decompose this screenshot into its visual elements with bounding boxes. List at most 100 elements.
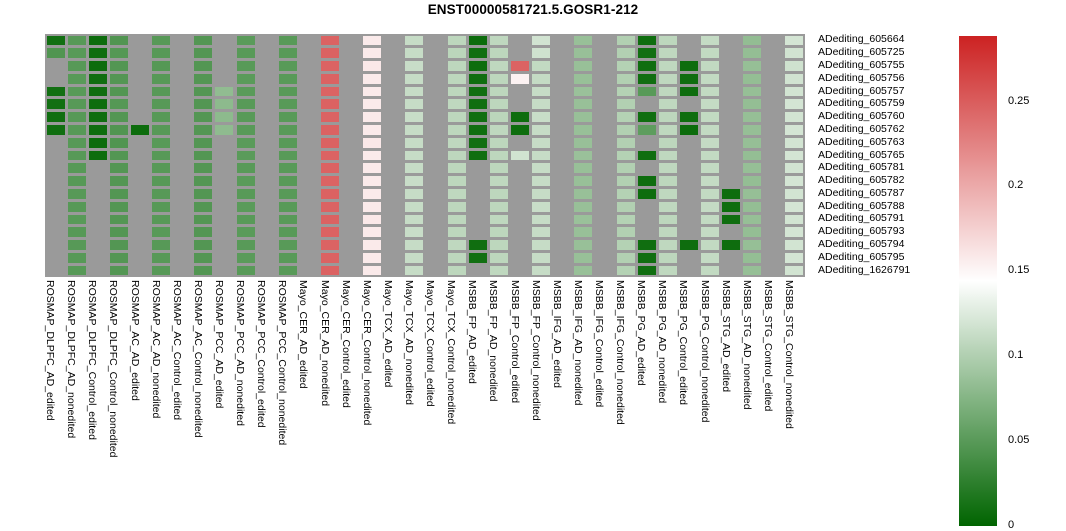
heatmap-cell xyxy=(447,35,466,46)
heatmap-cell xyxy=(384,163,403,174)
heatmap-cell xyxy=(173,137,192,148)
heatmap-cell xyxy=(637,125,656,135)
heatmap-cell xyxy=(489,48,508,59)
heatmap-cell xyxy=(595,163,614,174)
heatmap-cell xyxy=(342,48,361,59)
heatmap-cell xyxy=(426,252,445,263)
heatmap-cell xyxy=(701,35,719,46)
heatmap-cell xyxy=(321,73,339,84)
heatmap-cell xyxy=(88,227,107,238)
heatmap-cell xyxy=(88,240,107,250)
heatmap-cell xyxy=(722,112,741,123)
heatmap-cell xyxy=(405,99,424,110)
heatmap-cell xyxy=(299,35,318,46)
heatmap-cell xyxy=(215,137,234,148)
heatmap-cell xyxy=(447,265,466,276)
column-label: ROSMAP_PCC_AD_nonedited xyxy=(234,280,247,426)
heatmap-cell xyxy=(299,163,318,174)
heatmap-cell xyxy=(342,99,361,110)
heatmap-cell xyxy=(278,188,297,199)
heatmap-cell xyxy=(215,214,234,225)
heatmap-cell xyxy=(194,163,213,174)
column-label: Mayo_TCX_AD_edited xyxy=(381,280,394,388)
heatmap-cell xyxy=(468,61,487,71)
heatmap-cell xyxy=(278,112,297,123)
heatmap-cell xyxy=(637,188,656,199)
heatmap-cell xyxy=(658,227,677,238)
heatmap-cell xyxy=(616,137,635,148)
heatmap-cell xyxy=(637,150,656,161)
heatmap-cell xyxy=(701,86,719,97)
heatmap-cell xyxy=(785,265,804,276)
heatmap-cell xyxy=(215,201,234,212)
heatmap-cell xyxy=(511,73,529,84)
heatmap-cell xyxy=(299,112,318,123)
heatmap-cell xyxy=(152,125,171,135)
heatmap-cell xyxy=(299,86,318,97)
heatmap-cell xyxy=(321,99,339,110)
heatmap-cell xyxy=(616,112,635,123)
heatmap-cell xyxy=(511,201,529,212)
heatmap-cell xyxy=(321,214,339,225)
column-label: ROSMAP_AC_AD_nonedited xyxy=(149,280,162,419)
heatmap-cell xyxy=(701,99,719,110)
heatmap-cell xyxy=(532,73,551,84)
heatmap-cell xyxy=(342,112,361,123)
heatmap-cell xyxy=(447,112,466,123)
heatmap-cell xyxy=(616,86,635,97)
heatmap-cell xyxy=(363,163,382,174)
heatmap-cell xyxy=(489,188,508,199)
heatmap-cell xyxy=(764,150,783,161)
column-label: ROSMAP_AC_Control_nonedited xyxy=(191,280,204,438)
heatmap-cell xyxy=(88,35,107,46)
heatmap-cell xyxy=(321,188,339,199)
heatmap-cell xyxy=(67,214,86,225)
heatmap-cell xyxy=(764,227,783,238)
heatmap-cell xyxy=(426,176,445,186)
heatmap-cell xyxy=(321,240,339,250)
heatmap-cell xyxy=(701,240,719,250)
column-label: ROSMAP_DLPFC_AD_edited xyxy=(44,280,57,421)
heatmap-cell xyxy=(363,112,382,123)
heatmap-cell xyxy=(489,61,508,71)
heatmap-cell xyxy=(701,48,719,59)
heatmap-cell xyxy=(67,73,86,84)
heatmap-cell xyxy=(194,240,213,250)
heatmap-cell xyxy=(785,240,804,250)
column-label: MSBB_PG_Control_edited xyxy=(677,280,690,405)
heatmap-cell xyxy=(743,176,762,186)
heatmap-cell xyxy=(152,188,171,199)
heatmap-cell xyxy=(658,214,677,225)
heatmap-cell xyxy=(46,48,65,59)
heatmap-cell xyxy=(722,240,741,250)
heatmap-cell xyxy=(278,163,297,174)
heatmap-cell xyxy=(109,112,128,123)
heatmap-cell xyxy=(616,73,635,84)
heatmap-cell xyxy=(131,252,149,263)
heatmap-cell xyxy=(489,227,508,238)
heatmap-cell xyxy=(215,227,234,238)
heatmap-cell xyxy=(215,125,234,135)
heatmap-cell xyxy=(426,150,445,161)
heatmap-cell xyxy=(131,99,149,110)
heatmap-cell xyxy=(785,201,804,212)
heatmap-cell xyxy=(785,86,804,97)
heatmap-cell xyxy=(257,214,276,225)
column-label: ROSMAP_AC_AD_edited xyxy=(128,280,141,401)
heatmap-cell xyxy=(257,137,276,148)
heatmap-cell xyxy=(532,176,551,186)
heatmap-cell xyxy=(553,35,572,46)
heatmap-cell xyxy=(405,227,424,238)
heatmap-cell xyxy=(574,214,593,225)
heatmap-cell xyxy=(743,163,762,174)
heatmap-cell xyxy=(257,150,276,161)
heatmap-cell xyxy=(532,265,551,276)
heatmap-cell xyxy=(764,73,783,84)
heatmap-cell xyxy=(785,35,804,46)
heatmap-cell xyxy=(299,73,318,84)
heatmap-cell xyxy=(299,240,318,250)
heatmap-cell xyxy=(88,214,107,225)
column-label: MSBB_FP_Control_edited xyxy=(508,280,521,404)
heatmap-cell xyxy=(595,265,614,276)
heatmap-cell xyxy=(511,176,529,186)
